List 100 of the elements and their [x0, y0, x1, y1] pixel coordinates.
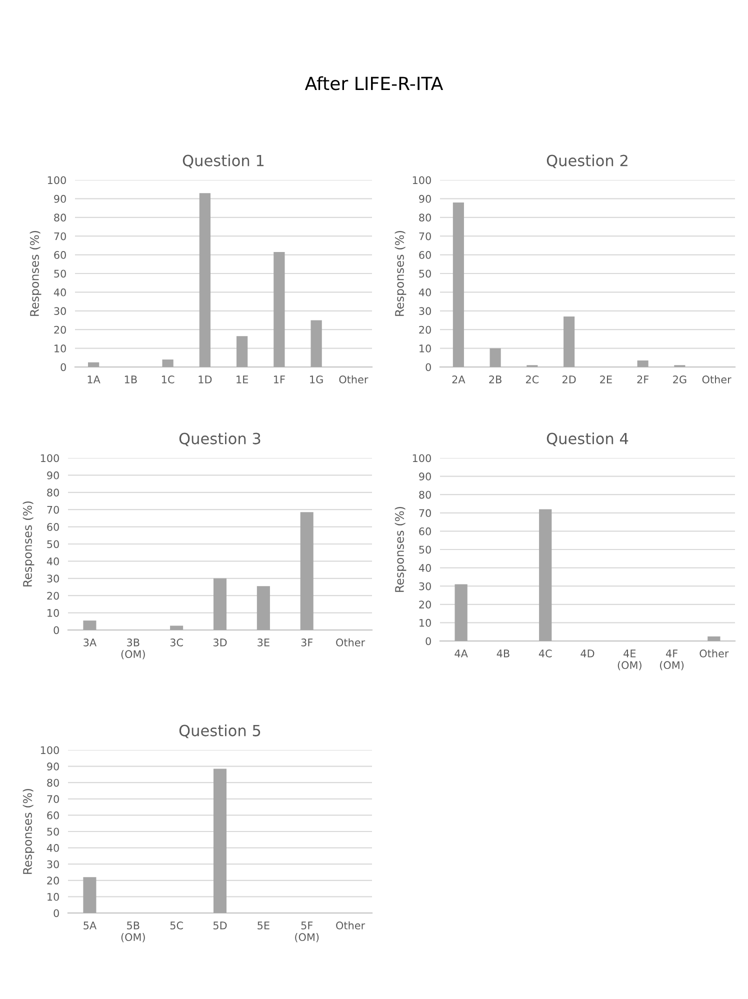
y-tick-label: 60: [419, 251, 431, 259]
bar: [310, 320, 322, 367]
y-axis-title: Responses (%): [394, 231, 406, 316]
y-tick-label: 80: [54, 214, 66, 222]
x-tick-label: 2F: [637, 376, 649, 384]
bar: [452, 202, 464, 367]
x-tick-label: 2E: [600, 376, 612, 384]
y-tick-label: 50: [419, 270, 431, 278]
y-tick-label: 90: [419, 194, 431, 203]
y-tick-label: 20: [419, 326, 431, 334]
y-tick-label: 40: [54, 288, 66, 296]
x-tick-label: Other: [339, 375, 368, 384]
y-tick-label: 30: [419, 307, 431, 316]
x-tick-label: 1C: [162, 376, 174, 384]
x-tick-label: 4A: [454, 650, 468, 658]
chart-title: Question 5: [179, 724, 260, 738]
bar: [170, 626, 184, 630]
y-tick-label: 70: [419, 509, 431, 518]
x-tick-label: 1E: [236, 376, 248, 384]
y-tick-label: 0: [54, 626, 59, 634]
bar: [256, 586, 270, 630]
y-tick-label: 10: [54, 344, 66, 352]
y-tick-label: 20: [54, 326, 66, 334]
y-tick-label: 20: [419, 600, 431, 609]
y-tick-label: 70: [47, 506, 59, 514]
y-tick-label: 30: [47, 860, 59, 868]
x-tick-label: 1B: [124, 376, 137, 384]
x-tick-label: 5F (OM): [295, 922, 319, 942]
y-tick-label: 30: [54, 307, 66, 316]
bar: [300, 512, 314, 630]
bar: [564, 316, 575, 367]
x-tick-label: 2B: [489, 376, 502, 384]
y-tick-label: 40: [46, 844, 59, 852]
x-tick-label: 1A: [88, 376, 100, 384]
y-tick-label: 10: [48, 892, 59, 901]
y-tick-label: 100: [40, 746, 59, 754]
y-tick-label: 40: [46, 557, 59, 566]
bar: [637, 360, 648, 367]
x-tick-label: 5B (OM): [121, 922, 145, 942]
y-tick-label: 10: [48, 609, 59, 617]
x-tick-label: 1D: [198, 376, 212, 384]
y-tick-label: 80: [419, 214, 431, 222]
x-tick-label: 4F (OM): [660, 650, 684, 670]
x-tick-label: Other: [336, 638, 366, 646]
x-tick-label: 4E (OM): [618, 650, 642, 670]
x-tick-label: 3C: [170, 638, 183, 646]
bar: [454, 584, 468, 641]
y-tick-label: 90: [419, 472, 431, 480]
x-tick-label: 2C: [526, 376, 539, 384]
bar: [162, 360, 174, 367]
x-tick-label: Other: [700, 649, 729, 658]
bar: [236, 336, 248, 367]
y-tick-label: 20: [47, 592, 59, 600]
y-tick-label: 50: [47, 828, 59, 836]
y-tick-label: 60: [54, 251, 66, 259]
x-tick-label: 3A: [84, 638, 97, 646]
y-tick-label: 50: [419, 546, 431, 554]
text: After LIFE-R-ITA: [304, 76, 444, 90]
y-tick-label: 70: [419, 232, 431, 240]
y-tick-label: 0: [60, 363, 66, 372]
bar: [199, 193, 211, 367]
y-tick-label: 90: [54, 194, 66, 203]
x-tick-label: 5C: [170, 922, 183, 930]
bar: [490, 348, 501, 367]
y-tick-label: 20: [47, 876, 59, 885]
x-tick-label: 1F: [274, 376, 285, 384]
y-axis-title: Responses (%): [22, 789, 34, 874]
y-tick-label: 80: [47, 488, 59, 497]
y-tick-label: 60: [47, 811, 59, 820]
y-tick-label: 90: [47, 471, 59, 480]
y-tick-label: 0: [426, 363, 431, 372]
y-tick-label: 30: [419, 582, 431, 590]
y-tick-label: 60: [47, 523, 59, 531]
y-tick-label: 50: [47, 540, 59, 548]
y-tick-label: 80: [419, 490, 431, 499]
x-tick-label: 4D: [580, 650, 594, 658]
x-tick-label: 5D: [213, 922, 227, 930]
x-tick-label: 5E: [258, 922, 270, 930]
x-tick-label: 3E: [258, 638, 270, 646]
x-tick-label: 3B (OM): [121, 638, 145, 660]
bar: [708, 636, 720, 641]
x-tick-label: 2A: [452, 376, 466, 384]
bar: [213, 578, 227, 630]
y-tick-label: 100: [412, 176, 431, 184]
y-tick-label: 10: [420, 618, 431, 627]
x-tick-label: Other: [702, 375, 732, 384]
y-tick-label: 100: [412, 454, 431, 462]
y-tick-label: 80: [47, 778, 59, 787]
bar: [88, 362, 100, 367]
y-axis-title: Responses (%): [394, 507, 406, 592]
bar: [274, 252, 285, 367]
x-tick-label: 2D: [562, 376, 576, 384]
y-tick-label: 40: [418, 288, 431, 296]
y-tick-label: 10: [420, 344, 431, 352]
x-tick-label: 3D: [213, 638, 227, 646]
x-tick-label: 1G: [310, 376, 323, 384]
x-tick-label: Other: [336, 921, 366, 930]
y-tick-label: 30: [47, 574, 59, 583]
x-tick-label: 4C: [538, 650, 552, 658]
y-tick-label: 0: [54, 909, 59, 918]
